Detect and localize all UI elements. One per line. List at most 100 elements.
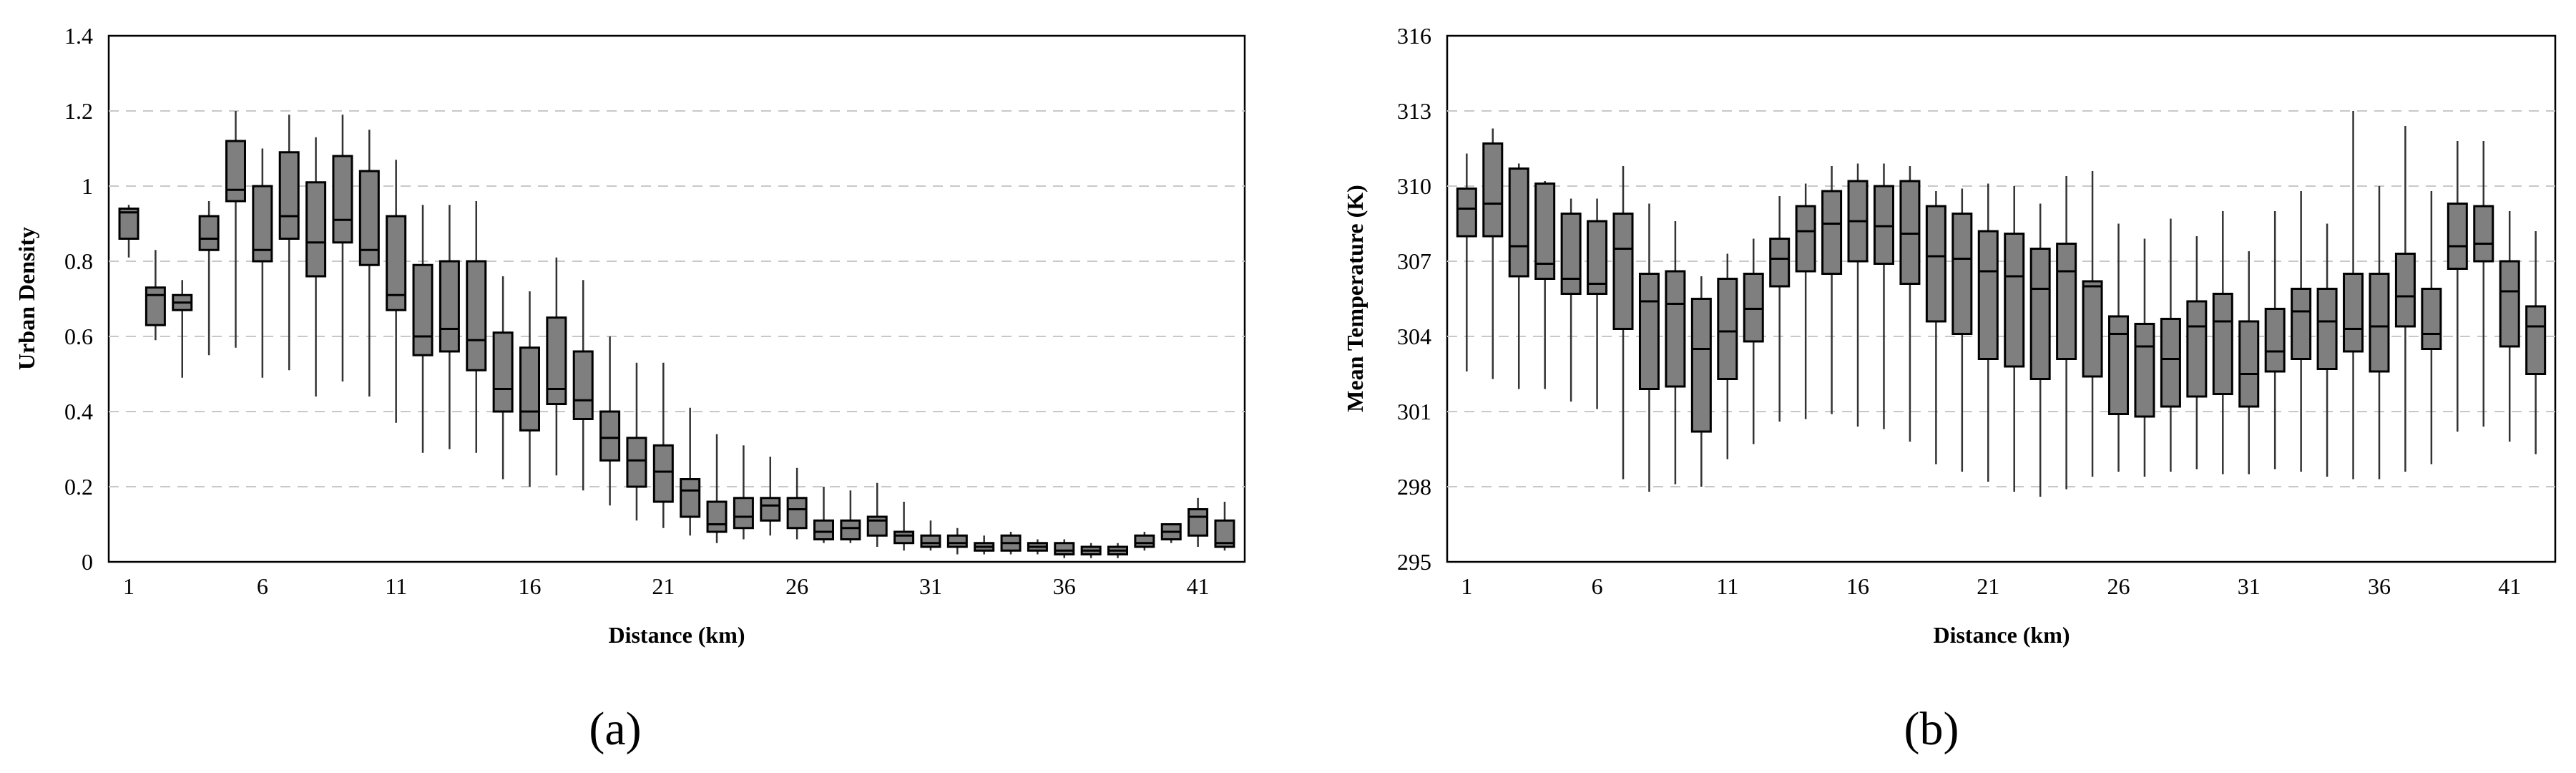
box xyxy=(626,437,647,488)
box-group xyxy=(946,528,968,555)
box xyxy=(840,519,861,540)
box-group xyxy=(1951,188,1973,472)
box xyxy=(2525,305,2547,375)
box xyxy=(2212,293,2233,395)
box xyxy=(1187,508,1209,537)
x-tick-label: 26 xyxy=(2107,573,2130,599)
box xyxy=(599,410,621,462)
box-group xyxy=(2447,141,2468,432)
x-tick-label: 6 xyxy=(257,573,268,599)
box-group xyxy=(1534,181,1556,389)
box xyxy=(920,534,941,548)
y-tick-label: 0.6 xyxy=(64,324,93,349)
x-tick-label: 11 xyxy=(1716,573,1738,599)
box-group xyxy=(974,535,995,555)
box-group xyxy=(1214,502,1235,551)
box-group xyxy=(546,257,567,476)
box-group xyxy=(1612,166,1634,480)
x-tick-label: 16 xyxy=(518,573,541,599)
y-tick-label: 307 xyxy=(1397,248,1431,274)
plot-area-a xyxy=(107,34,1246,563)
box-group xyxy=(2212,211,2233,475)
box-group xyxy=(2316,223,2338,477)
x-tick-label: 21 xyxy=(652,573,675,599)
box xyxy=(2134,323,2155,418)
box-group xyxy=(1638,203,1660,492)
box-group xyxy=(706,434,728,543)
box-group xyxy=(680,407,701,536)
box xyxy=(2343,273,2364,353)
box xyxy=(1482,142,1504,238)
box-group xyxy=(118,205,139,258)
box xyxy=(813,519,835,540)
box xyxy=(2291,288,2312,360)
y-tick-labels-b: 295 298 301 304 307 310 313 316 xyxy=(1397,23,1431,575)
y-tick-label: 316 xyxy=(1397,23,1431,49)
box xyxy=(2499,260,2520,348)
box-group xyxy=(652,362,674,528)
y-tick-label: 295 xyxy=(1397,549,1431,575)
plot-area-b xyxy=(1446,34,2557,563)
box-group xyxy=(198,201,220,356)
x-tick-label: 41 xyxy=(2498,573,2521,599)
box xyxy=(1134,534,1155,548)
box xyxy=(546,316,567,405)
box-group xyxy=(1873,163,1894,429)
box xyxy=(1769,238,1791,288)
x-tick-label: 36 xyxy=(2368,573,2391,599)
y-tick-label: 0.2 xyxy=(64,474,93,500)
box-group xyxy=(572,280,594,491)
x-tick-label: 31 xyxy=(919,573,942,599)
box xyxy=(652,444,674,503)
box xyxy=(1587,220,1608,295)
box-group xyxy=(2186,236,2208,470)
box-group xyxy=(2134,238,2155,477)
box xyxy=(2186,300,2208,398)
x-tick-labels-b: 1 6 11 16 21 26 31 36 41 xyxy=(1461,573,2521,599)
box-group xyxy=(893,502,915,551)
box xyxy=(786,497,808,530)
box-group xyxy=(733,445,754,540)
box-group xyxy=(2421,191,2442,465)
gridlines-b xyxy=(1447,110,2555,487)
box-group xyxy=(1160,523,1182,543)
panel-label-a: (a) xyxy=(589,703,641,755)
box xyxy=(572,350,594,420)
y-tick-label: 301 xyxy=(1397,399,1431,424)
y-tick-label: 313 xyxy=(1397,98,1431,124)
box-group xyxy=(2369,186,2390,480)
box-group xyxy=(2343,111,2364,480)
box xyxy=(225,140,246,203)
box-group xyxy=(760,457,781,536)
box xyxy=(2004,233,2025,368)
box xyxy=(760,497,781,522)
box xyxy=(706,500,728,533)
x-tick-label: 6 xyxy=(1592,573,1603,599)
box-group xyxy=(2238,251,2260,475)
panel-a: 00.20.40.60.811.21.4 1 6 11 16 21 26 31 36 41 Ur… xyxy=(14,23,1246,755)
box-group xyxy=(2029,203,2051,497)
box-group xyxy=(1769,196,1791,422)
box-group xyxy=(412,205,434,453)
box-group xyxy=(2394,126,2416,472)
box xyxy=(893,530,915,545)
x-tick-label: 11 xyxy=(385,573,407,599)
box-group xyxy=(1925,191,1946,465)
box-group xyxy=(1717,253,1738,460)
box-group xyxy=(2108,223,2130,472)
box-group xyxy=(813,487,835,543)
box xyxy=(145,286,166,326)
box-group xyxy=(2082,171,2103,477)
box-group xyxy=(2160,218,2181,472)
box-group xyxy=(866,482,888,547)
x-tick-label: 36 xyxy=(1053,573,1076,599)
box xyxy=(1560,213,1582,295)
x-tick-label: 16 xyxy=(1846,573,1869,599)
box xyxy=(118,208,139,240)
box-group xyxy=(2264,211,2286,470)
box-group xyxy=(1743,238,1764,444)
box-group xyxy=(519,291,540,487)
box xyxy=(2394,253,2416,328)
box-group xyxy=(172,280,193,378)
